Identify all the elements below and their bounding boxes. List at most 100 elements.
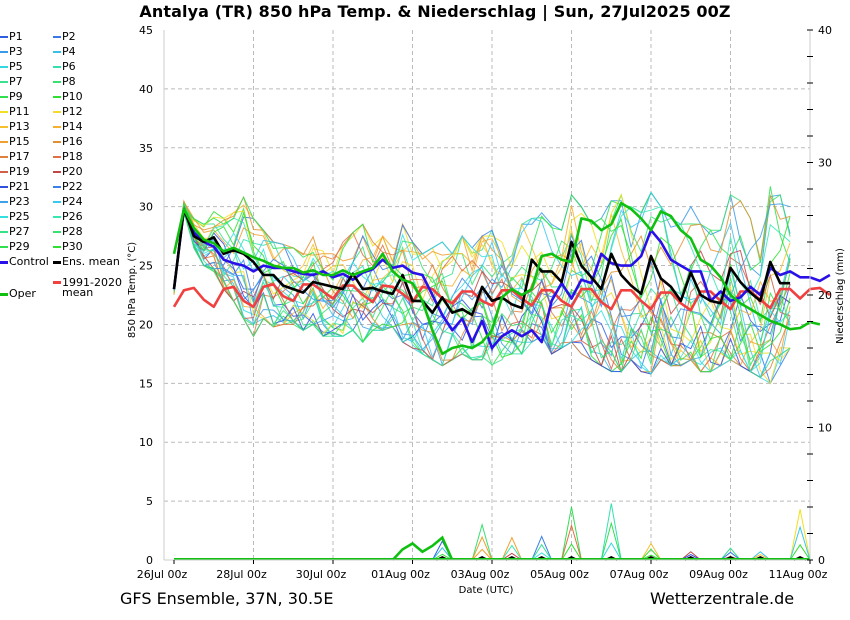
legend-swatch	[53, 36, 61, 38]
legend-item-p1: P1	[0, 30, 23, 44]
member-line-p22	[173, 203, 791, 343]
y-tick-label: 35	[139, 142, 153, 155]
y-tick-label: 5	[146, 495, 153, 508]
x-tick-label: 26Jul 00z	[137, 568, 188, 581]
legend-swatch	[0, 36, 8, 38]
legend-label: Ens. mean	[62, 255, 120, 268]
precip-member-spike	[600, 542, 622, 561]
legend-label: P18	[62, 150, 83, 163]
legend-swatch	[53, 51, 61, 53]
legend-swatch	[0, 96, 8, 98]
legend-item-1991-2020-mean: 1991-2020 mean	[53, 275, 122, 298]
legend-label: P9	[9, 90, 23, 103]
tick-labels: 0 5 10 15 20 25 30 35 40 45 26Jul 00z 28Jul 00z 30Ju…	[127, 24, 846, 596]
legend-label: P2	[62, 30, 76, 43]
y-tick-label: 0	[146, 554, 153, 567]
legend-item-p7: P7	[0, 75, 23, 89]
legend-item-p25: P25	[0, 210, 30, 224]
legend-swatch	[53, 126, 61, 128]
member-line-p24	[173, 191, 791, 379]
legend-label: P22	[62, 180, 83, 193]
legend-swatch	[0, 231, 8, 233]
y-tick-label: 10	[139, 436, 153, 449]
legend-label: P4	[62, 45, 76, 58]
y2-tick-label: 10	[818, 422, 832, 435]
legend-label: P27	[9, 225, 30, 238]
legend-label: P5	[9, 60, 23, 73]
legend-item-p5: P5	[0, 60, 23, 74]
legend-swatch	[0, 156, 8, 158]
legend-swatch	[53, 96, 61, 98]
legend-swatch	[0, 292, 8, 296]
y2-tick-label: 20	[818, 289, 832, 302]
legend-item-p2: P2	[53, 30, 76, 44]
legend-label: P6	[62, 60, 76, 73]
member-line-p30	[173, 202, 791, 360]
legend-label: P20	[62, 165, 83, 178]
legend-swatch	[0, 66, 8, 68]
legend-swatch	[53, 81, 61, 83]
legend-label: P8	[62, 75, 76, 88]
legend-item-p22: P22	[53, 180, 83, 194]
legend-swatch	[53, 156, 61, 158]
legend-label: P21	[9, 180, 30, 193]
legend-item-p20: P20	[53, 165, 83, 179]
y-tick-label: 25	[139, 260, 153, 273]
legend-swatch	[53, 280, 61, 284]
legend-item-p23: P23	[0, 195, 30, 209]
legend-swatch	[0, 186, 8, 188]
legend-swatch	[0, 201, 8, 203]
precip-member-spike	[501, 536, 523, 561]
legend-item-p14: P14	[53, 120, 83, 134]
legend-item-p4: P4	[53, 45, 76, 59]
precip-member-spike	[720, 551, 741, 561]
legend-swatch	[0, 126, 8, 128]
precip-member-spike	[789, 509, 811, 561]
legend-swatch	[0, 81, 8, 83]
legend-swatch	[53, 231, 61, 233]
legend-label: P28	[62, 225, 83, 238]
legend-label: P23	[9, 195, 30, 208]
legend-swatch	[0, 260, 8, 264]
legend-item-p21: P21	[0, 180, 30, 194]
legend-item-p10: P10	[53, 90, 83, 104]
precip-member-spike	[640, 548, 662, 561]
legend-swatch	[53, 186, 61, 188]
model-info-label: GFS Ensemble, 37N, 30.5E	[120, 589, 334, 608]
legend-item-p29: P29	[0, 240, 30, 254]
legend-swatch	[53, 66, 61, 68]
legend-item-p3: P3	[0, 45, 23, 59]
y-tick-label: 15	[139, 377, 153, 390]
precip-member-spike	[501, 544, 523, 561]
precip-member-spike	[600, 503, 622, 561]
legend-label: P11	[9, 105, 30, 118]
legend-item-p6: P6	[53, 60, 76, 74]
y2-tick-label: 40	[818, 24, 832, 37]
legend-label: P19	[9, 165, 30, 178]
legend-swatch	[53, 201, 61, 203]
legend-swatch	[53, 216, 61, 218]
precip-member-spike	[561, 543, 582, 561]
legend-swatch	[0, 246, 8, 248]
source-label[interactable]: Wetterzentrale.de	[650, 589, 795, 608]
legend-label: P16	[62, 135, 83, 148]
precip-member-spike	[680, 551, 702, 561]
axes	[163, 29, 813, 564]
x-tick-label: 09Aug 00z	[689, 568, 748, 581]
precip-member-spike	[789, 543, 811, 561]
legend-label: 1991-2020 mean	[62, 276, 122, 299]
precip-member-spike	[789, 525, 811, 561]
y2-axis-label: Niederschlag (mm)	[835, 248, 846, 344]
legend-swatch	[53, 111, 61, 113]
legend-swatch	[0, 111, 8, 113]
legend-label: P30	[62, 240, 83, 253]
legend-label: P25	[9, 210, 30, 223]
main-series-lines	[172, 201, 831, 560]
legend-item-p13: P13	[0, 120, 30, 134]
precip-member-spike	[471, 548, 493, 561]
legend-swatch	[53, 171, 61, 173]
legend-item-p11: P11	[0, 105, 30, 119]
legend-label: P10	[62, 90, 83, 103]
legend-label: P3	[9, 45, 23, 58]
series-line-oper	[172, 201, 821, 356]
